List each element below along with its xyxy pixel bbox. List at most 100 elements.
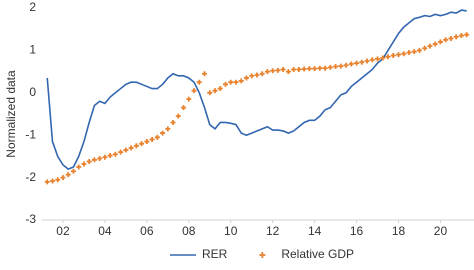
marker	[217, 86, 223, 92]
marker	[196, 79, 202, 85]
marker	[380, 55, 386, 61]
y-tick-label: -1	[25, 127, 36, 141]
marker	[354, 60, 360, 66]
marker	[165, 126, 171, 132]
marker	[76, 164, 82, 170]
marker	[65, 172, 71, 178]
marker	[170, 119, 176, 125]
marker	[91, 157, 97, 163]
marker	[317, 65, 323, 71]
y-tick-label: 2	[29, 0, 36, 14]
marker	[181, 105, 187, 111]
marker	[160, 130, 166, 136]
marker	[411, 49, 417, 55]
marker	[186, 96, 192, 102]
marker	[312, 66, 318, 72]
marker	[139, 141, 145, 147]
marker	[322, 65, 328, 71]
marker	[128, 145, 134, 151]
marker	[228, 79, 234, 85]
marker	[275, 67, 281, 73]
marker	[207, 90, 213, 96]
marker	[448, 36, 454, 42]
x-tick-label: 10	[224, 224, 238, 238]
marker	[175, 113, 181, 119]
marker	[369, 57, 375, 63]
marker	[280, 66, 286, 72]
marker	[144, 139, 150, 145]
x-tick-label: 02	[56, 224, 70, 238]
marker	[333, 64, 339, 70]
marker	[191, 88, 197, 94]
marker	[396, 52, 402, 58]
marker	[270, 68, 276, 74]
marker	[296, 66, 302, 72]
marker	[123, 147, 129, 153]
marker	[102, 154, 108, 160]
marker	[291, 66, 297, 72]
marker	[285, 69, 291, 75]
legend-label: RER	[202, 247, 228, 261]
marker	[264, 69, 270, 75]
marker	[359, 59, 365, 65]
marker	[437, 39, 443, 45]
marker	[306, 66, 312, 72]
marker	[443, 37, 449, 43]
marker	[401, 51, 407, 57]
marker	[107, 153, 113, 159]
marker	[254, 72, 260, 78]
marker	[133, 143, 139, 149]
marker	[222, 81, 228, 87]
marker	[416, 47, 422, 53]
marker	[154, 134, 160, 140]
marker	[432, 41, 438, 47]
marker	[249, 73, 255, 79]
marker	[427, 43, 433, 49]
marker	[375, 56, 381, 62]
x-tick-label: 04	[98, 224, 112, 238]
marker	[202, 71, 208, 77]
marker	[243, 75, 249, 81]
marker	[301, 66, 307, 72]
marker	[458, 33, 464, 39]
marker	[149, 136, 155, 142]
x-tick-label: 12	[266, 224, 280, 238]
marker	[338, 63, 344, 69]
marker	[81, 161, 87, 167]
marker	[233, 79, 239, 85]
x-tick-label: 18	[392, 224, 406, 238]
legend-label: Relative GDP	[281, 247, 354, 261]
x-tick-label: 08	[182, 224, 196, 238]
marker	[422, 45, 428, 51]
x-tick-label: 20	[434, 224, 448, 238]
y-tick-label: -3	[25, 212, 36, 226]
x-tick-label: 06	[140, 224, 154, 238]
marker	[453, 34, 459, 40]
marker	[259, 71, 265, 77]
marker	[238, 78, 244, 84]
marker	[406, 50, 412, 56]
y-tick-label: 0	[29, 85, 36, 99]
marker	[212, 88, 218, 94]
x-tick-label: 16	[350, 224, 364, 238]
marker	[364, 58, 370, 64]
marker	[97, 156, 103, 162]
marker	[343, 62, 349, 68]
marker	[55, 177, 61, 183]
x-tick-label: 14	[308, 224, 322, 238]
y-tick-label: 1	[29, 43, 36, 57]
y-tick-label: -2	[25, 170, 36, 184]
marker	[49, 178, 55, 184]
marker	[118, 149, 124, 155]
y-axis-label: Normalized data	[4, 70, 18, 158]
marker	[385, 54, 391, 60]
legend-swatch	[259, 252, 266, 258]
marker	[327, 64, 333, 70]
marker	[464, 32, 470, 38]
marker	[348, 61, 354, 67]
marker	[44, 179, 50, 185]
marker	[70, 168, 76, 174]
marker	[390, 52, 396, 58]
marker	[86, 158, 92, 164]
